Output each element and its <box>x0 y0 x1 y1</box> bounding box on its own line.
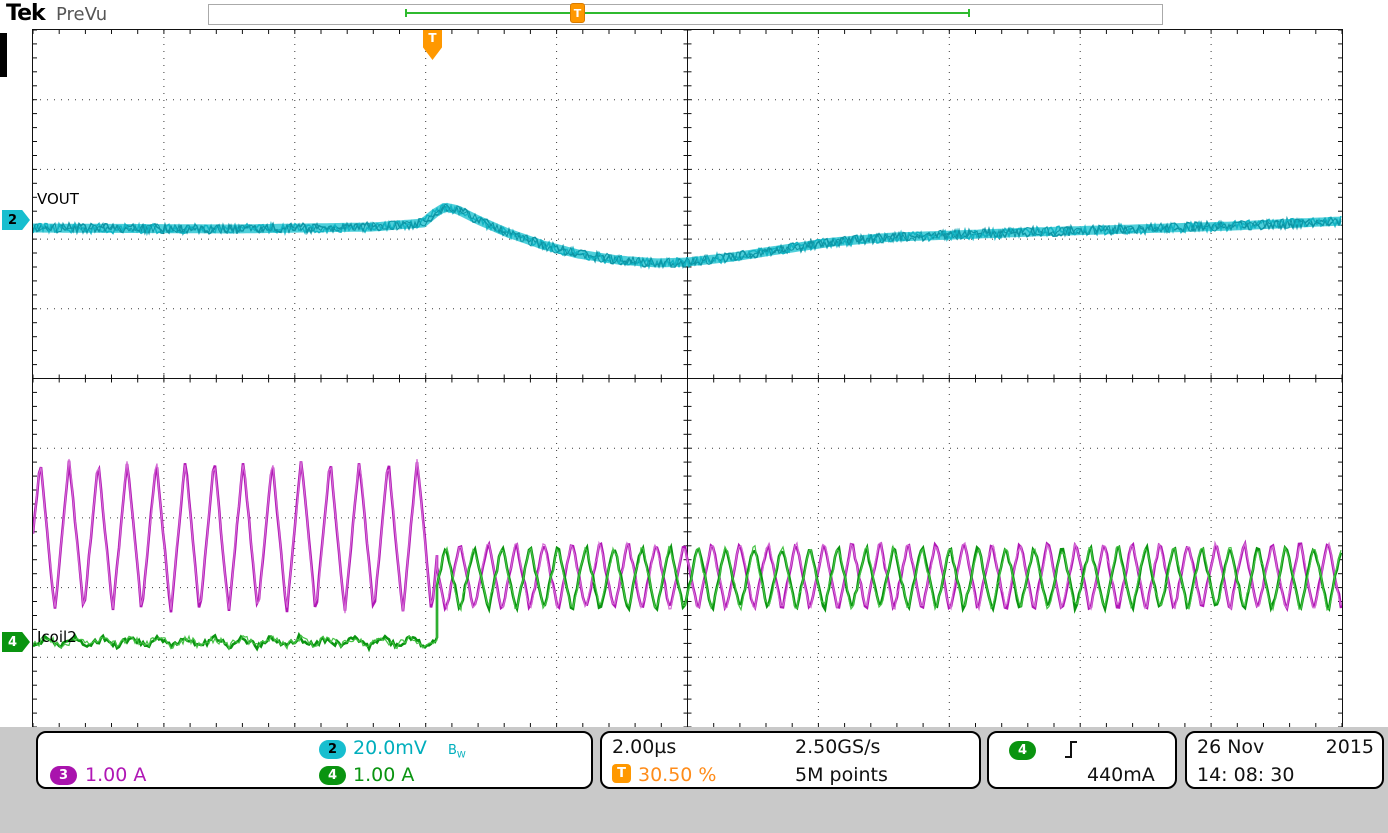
bw-letter: B <box>448 743 457 758</box>
sample-rate-readout: 2.50GS/s <box>795 736 881 758</box>
year-readout: 2015 <box>1325 736 1374 758</box>
time-readout: 14: 08: 30 <box>1197 764 1295 786</box>
ch4-waveform-label: Icoil2 <box>37 628 77 646</box>
horizontal-readout-box: 2.00µs 2.50GS/s T 30.50 % 5M points <box>600 731 981 789</box>
trigger-level-readout: 440mA <box>1087 764 1155 786</box>
date-readout: 26 Nov <box>1197 736 1265 758</box>
rising-edge-icon <box>1063 738 1079 765</box>
trigger-position-readout: 30.50 % <box>638 764 717 786</box>
timebase-readout: 2.00µs <box>612 736 677 758</box>
ch2-bandwidth-indicator: BW <box>448 743 466 761</box>
trigger-source-badge: 4 <box>1009 741 1036 760</box>
record-length-readout: 5M points <box>795 764 888 786</box>
ch2-scale-readout: 20.0mV <box>353 737 427 759</box>
trigger-position-arrow-icon: T <box>423 30 442 60</box>
screen-edge-bar <box>0 33 7 77</box>
record-trigger-marker-icon: T <box>570 3 585 23</box>
record-view-start-tick <box>405 9 407 17</box>
ch3-badge: 3 <box>50 766 77 785</box>
tek-logo: Tek <box>6 1 46 26</box>
trigger-readout-box: 4 440mA <box>987 731 1177 789</box>
ch3-scale-readout: 1.00 A <box>85 764 147 786</box>
ch2-badge: 2 <box>319 740 346 759</box>
acquisition-status: PreVu <box>56 4 108 25</box>
bw-sub-letter: W <box>456 750 466 761</box>
ch2-position-marker-icon: 2 <box>2 210 30 230</box>
waveform-svg <box>33 30 1342 727</box>
ch2-waveform-label: VOUT <box>37 190 79 208</box>
trigger-badge-icon: T <box>612 764 631 783</box>
record-view-line <box>405 9 970 17</box>
datetime-box: 26 Nov 2015 14: 08: 30 <box>1185 731 1384 789</box>
ch4-position-marker-icon: 4 <box>2 632 30 652</box>
channel-readout-box: 2 20.0mV BW 3 1.00 A 4 1.00 A <box>36 731 593 789</box>
record-view-end-tick <box>968 9 970 17</box>
waveform-display: T VOUT Icoil2 <box>32 29 1343 728</box>
ch4-badge: 4 <box>319 766 346 785</box>
message-bar <box>208 4 1163 25</box>
ch4-scale-readout: 1.00 A <box>353 764 415 786</box>
